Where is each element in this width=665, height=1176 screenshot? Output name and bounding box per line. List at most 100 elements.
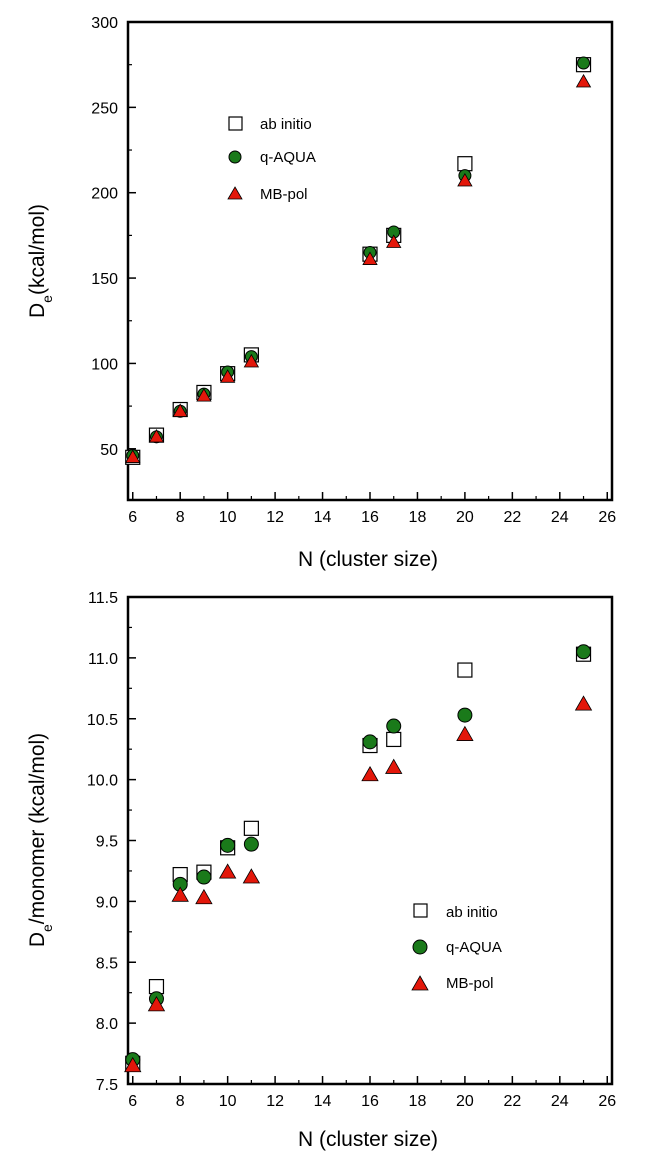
- chart-top-x-tick-label: 10: [219, 509, 237, 526]
- chart-bottom-y-tick-label: 11.0: [88, 651, 118, 668]
- chart-bottom-data-points: [124, 644, 593, 1073]
- chart-top-x-tick-label: 14: [314, 509, 332, 526]
- chart-bottom-point-ab-initio: [386, 731, 402, 748]
- chart-top-x-tick-label: 22: [503, 509, 521, 526]
- chart-top-point-mb-pol: [362, 251, 378, 265]
- chart-bottom-point-mb-pol: [124, 1056, 142, 1073]
- chart-top-legend-mb-pol-label: MB-pol: [260, 186, 308, 203]
- chart-bottom: 6 8 10 12 14 16 18 20 22 24 26 7.5 8.0 8.5 9.0 9.5 10.0…: [26, 590, 616, 1151]
- chart-top-x-tick-label: 8: [176, 509, 185, 526]
- chart-bottom-point-ab-initio: [243, 820, 259, 836]
- chart-bottom-legend-mb-pol-marker: [411, 975, 429, 991]
- chart-bottom-point-mb-pol: [218, 863, 237, 879]
- chart-top-point-mb-pol: [172, 403, 188, 417]
- chart-top-x-tick-label: 12: [266, 509, 284, 526]
- chart-top-y-axis-title-rest: (kcal/mol): [26, 204, 49, 295]
- chart-top-legend-q-aqua-marker: [228, 150, 242, 164]
- chart-bottom-y-tick-label: 9.0: [96, 894, 118, 911]
- chart-bottom-point-mb-pol: [361, 765, 379, 782]
- chart-bottom-x-tick-label: 10: [219, 1093, 237, 1110]
- chart-bottom-x-tick-label: 20: [456, 1093, 474, 1110]
- chart-top-point-mb-pol: [386, 234, 402, 248]
- chart-bottom-point-q-aqua: [243, 836, 259, 852]
- chart-top-legend-ab-initio-marker: [228, 116, 243, 131]
- chart-top-x-tick-label: 18: [409, 509, 427, 526]
- chart-bottom-point-q-aqua: [576, 644, 592, 660]
- chart-top-point-mb-pol: [243, 353, 260, 368]
- chart-bottom-x-tick-label: 8: [176, 1093, 185, 1110]
- chart-bottom-legend-q-aqua-label: q-AQUA: [446, 939, 502, 956]
- chart-top-x-ticks: 6 8 10 12 14 16 18 20 22 24 26: [128, 492, 616, 526]
- chart-top-legend-mb-pol-marker: [227, 186, 243, 200]
- chart-top-point-q-aqua: [577, 56, 591, 70]
- chart-bottom-point-mb-pol: [195, 888, 213, 905]
- chart-top-point-mb-pol: [125, 449, 141, 463]
- chart-bottom-x-tick-label: 16: [361, 1093, 379, 1110]
- chart-bottom-legend-mb-pol-label: MB-pol: [446, 975, 494, 992]
- chart-bottom-point-q-aqua: [457, 707, 473, 723]
- chart-bottom-y-tick-label: 7.5: [96, 1077, 118, 1094]
- chart-bottom-x-tick-label: 26: [598, 1093, 616, 1110]
- chart-top-data-points: [125, 56, 592, 465]
- chart-top-point-mb-pol: [196, 388, 212, 402]
- chart-top-legend: ab initio q-AQUA MB-pol: [227, 116, 316, 203]
- chart-bottom-y-tick-label: 9.5: [96, 834, 118, 851]
- chart-bottom-point-q-aqua: [196, 869, 212, 885]
- chart-top-x-tick-label: 26: [598, 509, 616, 526]
- chart-top-y-tick-label: 50: [100, 442, 118, 459]
- chart-top-y-tick-label: 100: [91, 356, 118, 373]
- chart-bottom-legend-q-aqua-marker: [412, 939, 428, 955]
- chart-bottom-y-axis-title-main: D: [26, 932, 49, 947]
- chart-bottom-x-tick-label: 24: [551, 1093, 569, 1110]
- chart-bottom-y-axis-title-rest: /monomer (kcal/mol): [26, 733, 49, 924]
- chart-top-point-mb-pol: [575, 73, 592, 88]
- chart-bottom-y-axis-title-sub: e: [39, 924, 55, 932]
- chart-top-point-ab-initio: [457, 156, 473, 172]
- chart-top-y-tick-label: 250: [91, 100, 118, 117]
- chart-top-y-axis-title-main: D: [26, 303, 49, 318]
- chart-bottom-y-ticks: 7.5 8.0 8.5 9.0 9.5 10.0 10.5 11.0 11.5: [87, 590, 136, 1094]
- chart-bottom-legend: ab initio q-AQUA MB-pol: [411, 903, 502, 992]
- chart-top-x-tick-label: 6: [128, 509, 137, 526]
- chart-bottom-y-tick-label: 8.5: [96, 955, 118, 972]
- chart-top-x-tick-label: 16: [361, 509, 379, 526]
- chart-bottom-x-axis-title: N (cluster size): [298, 1128, 438, 1151]
- chart-bottom-point-ab-initio: [457, 662, 473, 678]
- chart-top-x-axis-title: N (cluster size): [298, 548, 438, 571]
- chart-top-y-tick-label: 150: [91, 271, 118, 288]
- chart-bottom-x-tick-label: 12: [266, 1093, 284, 1110]
- chart-top-y-tick-label: 200: [91, 186, 118, 203]
- chart-top-legend-q-aqua-label: q-AQUA: [260, 149, 316, 166]
- chart-bottom-point-q-aqua: [362, 734, 378, 750]
- chart-bottom-x-tick-label: 22: [503, 1093, 521, 1110]
- chart-bottom-point-mb-pol: [385, 758, 403, 774]
- chart-bottom-legend-ab-initio-marker: [413, 903, 428, 918]
- chart-bottom-point-mb-pol: [147, 996, 166, 1012]
- chart-top: 6 8 10 12 14 16 18 20 22 24 26 50 100 150 200 250 300 N…: [26, 15, 616, 571]
- chart-top-x-tick-label: 20: [456, 509, 474, 526]
- chart-bottom-point-mb-pol: [242, 868, 261, 884]
- chart-top-point-mb-pol: [219, 369, 236, 383]
- chart-bottom-y-tick-label: 11.5: [88, 590, 118, 607]
- chart-top-legend-ab-initio-label: ab initio: [260, 116, 312, 133]
- chart-bottom-y-axis-title-group: De/monomer (kcal/mol): [26, 733, 55, 947]
- chart-top-y-ticks: 50 100 150 200 250 300: [91, 15, 136, 459]
- chart-bottom-y-axis-title: De/monomer (kcal/mol): [26, 733, 55, 947]
- chart-top-point-mb-pol: [457, 172, 473, 187]
- chart-bottom-x-tick-label: 6: [128, 1093, 137, 1110]
- chart-bottom-x-tick-label: 18: [409, 1093, 427, 1110]
- chart-top-y-axis-title: De(kcal/mol): [26, 204, 55, 318]
- chart-bottom-point-q-aqua: [220, 837, 236, 853]
- chart-top-y-tick-label: 300: [91, 15, 118, 32]
- chart-top-y-axis-title-group: De(kcal/mol): [26, 204, 55, 318]
- chart-bottom-plot-frame: [126, 595, 614, 1086]
- chart-bottom-y-tick-label: 8.0: [96, 1016, 118, 1033]
- chart-bottom-legend-ab-initio-label: ab initio: [446, 904, 498, 921]
- chart-bottom-x-ticks: 6 8 10 12 14 16 18 20 22 24 26: [128, 1076, 616, 1110]
- chart-top-x-tick-label: 24: [551, 509, 569, 526]
- chart-bottom-point-mb-pol: [171, 886, 189, 902]
- chart-top-y-axis-title-sub: e: [39, 295, 55, 303]
- chart-bottom-y-tick-label: 10.5: [87, 712, 118, 729]
- chart-bottom-point-mb-pol: [456, 725, 474, 741]
